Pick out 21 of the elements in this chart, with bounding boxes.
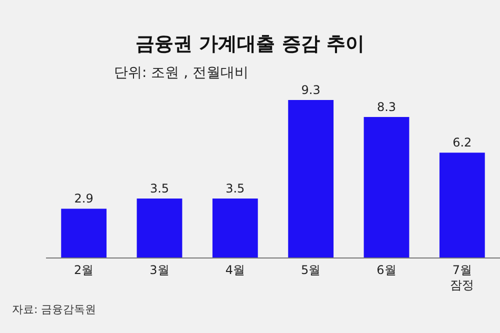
data-label: 9.3: [301, 83, 320, 97]
bar: [136, 198, 182, 258]
x-tick-label: 7월 잠정: [450, 263, 474, 292]
x-tick-label: 2월: [74, 263, 94, 277]
bar: [61, 208, 107, 258]
data-label: 3.5: [226, 182, 245, 196]
data-label: 6.2: [452, 136, 472, 150]
data-label: 8.3: [376, 100, 396, 114]
x-tick-label: 3월: [150, 263, 170, 277]
x-tick-label: 5월: [301, 263, 321, 277]
bar: [212, 198, 258, 258]
data-label: 2.9: [74, 192, 94, 206]
bar: [288, 100, 334, 258]
chart-title: 금융권 가계대출 증감 추이: [136, 33, 364, 55]
x-tick-label: 6월: [376, 263, 396, 277]
x-tick-label: 4월: [225, 263, 245, 277]
text: 자료: 금융감독원: [12, 303, 96, 316]
bar: [364, 116, 410, 258]
data-label: 3.5: [150, 182, 170, 196]
bar: [439, 152, 485, 258]
chart-subtitle: 단위: 조원 , 전월대비: [114, 65, 249, 81]
